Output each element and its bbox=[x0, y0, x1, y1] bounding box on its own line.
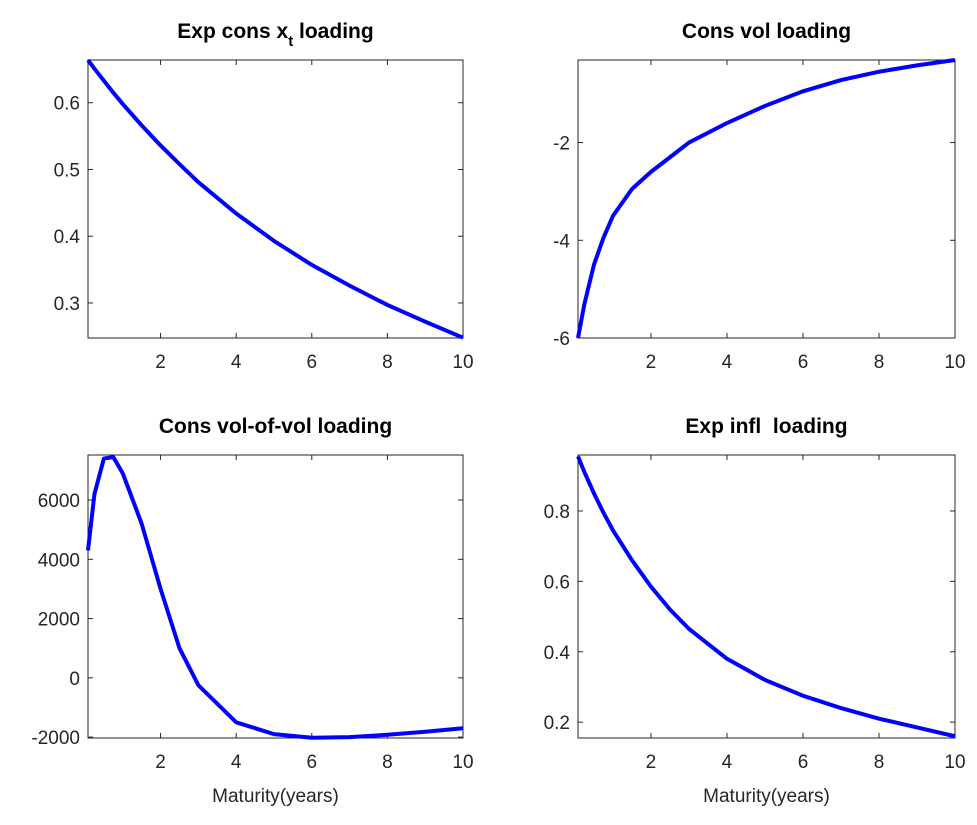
data-line bbox=[576, 455, 956, 739]
axes-box bbox=[577, 454, 956, 739]
x-tick-label: 10 bbox=[452, 752, 473, 773]
chart-title: Exp infl loading bbox=[685, 415, 847, 438]
x-tick-label: 10 bbox=[944, 752, 965, 773]
y-tick-label: 0.5 bbox=[54, 160, 80, 181]
x-tick-label: 8 bbox=[382, 752, 393, 773]
y-tick-label: 0.3 bbox=[54, 294, 80, 315]
title-part: Cons vol-of-vol loading bbox=[159, 415, 392, 438]
x-tick-label: 4 bbox=[231, 352, 242, 373]
data-line bbox=[86, 58, 464, 340]
title-part: Cons vol loading bbox=[682, 20, 851, 43]
y-tick-label: 0.8 bbox=[544, 502, 570, 523]
x-tick-label: 8 bbox=[382, 352, 393, 373]
subplot: 2 4 6 8 10 -6 -4 -2 Cons vol loading bbox=[553, 20, 965, 373]
y-tick-label: 0.6 bbox=[54, 94, 80, 115]
x-tick-label: 10 bbox=[944, 352, 965, 373]
x-tick-label: 6 bbox=[798, 752, 809, 773]
x-tick-label: 2 bbox=[155, 752, 166, 773]
x-axis-label: Maturity(years) bbox=[212, 786, 339, 807]
title-part: Exp cons x bbox=[177, 20, 288, 43]
axes-box bbox=[577, 59, 956, 339]
subplot: 2 4 6 8 10 0.2 0.4 0.6 0.8 Exp infl loading Maturi… bbox=[544, 415, 966, 807]
x-tick-label: 10 bbox=[452, 352, 473, 373]
x-tick-label: 2 bbox=[646, 752, 657, 773]
title-part: Exp infl loading bbox=[685, 415, 847, 438]
subplot: 2 4 6 8 10 -2000 0 2000 4000 6000 Cons vol-of-vol … bbox=[31, 415, 473, 807]
chart-title: Exp cons xt loading bbox=[177, 20, 373, 50]
y-tick-label: 0.4 bbox=[544, 643, 571, 664]
x-tick-label: 6 bbox=[798, 352, 809, 373]
y-tick-label: -6 bbox=[553, 329, 570, 350]
x-tick-label: 6 bbox=[307, 352, 318, 373]
y-tick-label: -2000 bbox=[31, 728, 80, 749]
data-line bbox=[576, 58, 956, 339]
x-tick-label: 8 bbox=[874, 752, 885, 773]
x-tick-label: 2 bbox=[155, 352, 166, 373]
x-tick-label: 8 bbox=[874, 352, 885, 373]
y-tick-label: 0.6 bbox=[544, 572, 570, 593]
y-tick-label: -2 bbox=[553, 134, 570, 155]
title-part: loading bbox=[293, 20, 374, 43]
subplot: 2 4 6 8 10 0.3 0.4 0.5 0.6 Exp cons xt loading bbox=[54, 20, 474, 373]
y-tick-label: 6000 bbox=[38, 491, 80, 512]
y-tick-label: 0 bbox=[69, 669, 80, 690]
y-tick-label: 4000 bbox=[38, 550, 80, 571]
x-axis-label: Maturity(years) bbox=[703, 786, 830, 807]
y-tick-label: 2000 bbox=[38, 610, 80, 631]
x-tick-label: 4 bbox=[722, 352, 733, 373]
x-tick-label: 4 bbox=[231, 752, 242, 773]
axes-box bbox=[87, 59, 464, 339]
x-tick-label: 2 bbox=[646, 352, 657, 373]
x-tick-label: 6 bbox=[307, 752, 318, 773]
title-part: t bbox=[288, 33, 293, 50]
y-tick-label: 0.2 bbox=[544, 713, 570, 734]
axes-box bbox=[87, 454, 464, 739]
data-line bbox=[86, 455, 464, 740]
chart-title: Cons vol loading bbox=[682, 20, 851, 43]
y-tick-label: -4 bbox=[553, 231, 570, 252]
x-tick-label: 4 bbox=[722, 752, 733, 773]
y-tick-label: 0.4 bbox=[54, 227, 81, 248]
chart-title: Cons vol-of-vol loading bbox=[159, 415, 392, 438]
